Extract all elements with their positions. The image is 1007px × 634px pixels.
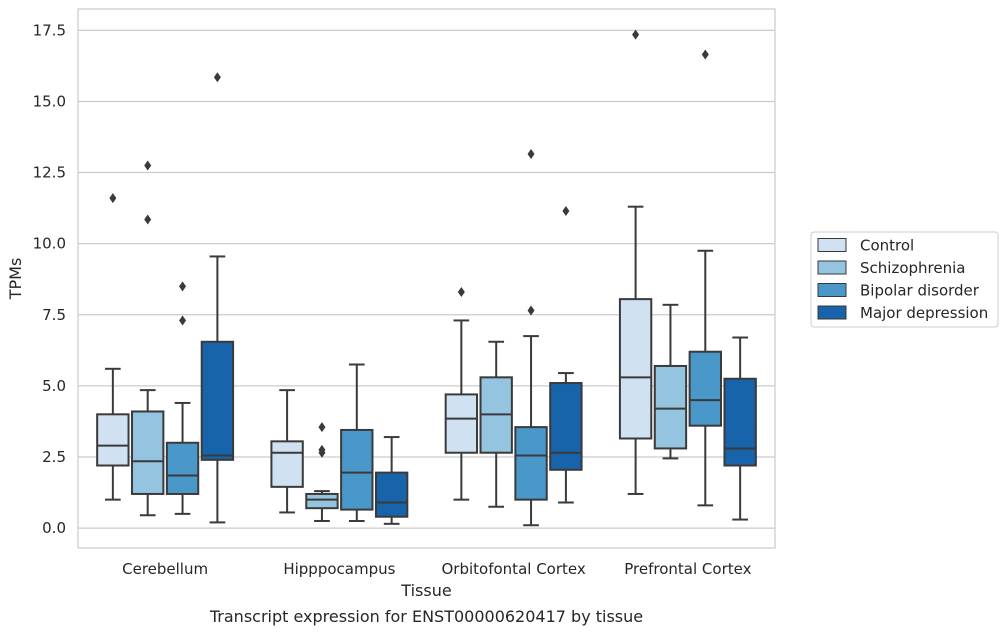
legend-swatch [817,283,847,297]
box [270,440,304,488]
y-tick-label: 12.5 [33,164,66,182]
outlier-point [632,29,640,40]
y-tick-label: 2.5 [42,448,66,466]
box [305,492,339,510]
y-tick-label: 15.0 [33,92,66,110]
x-tick-label: Prefrontal Cortex [624,560,751,578]
outlier-point [318,422,326,433]
legend-label: Control [860,237,914,255]
outlier-point [318,447,326,458]
box [618,298,653,440]
box [514,426,548,501]
box [653,364,688,450]
outlier-point [457,287,465,298]
box [374,471,409,518]
box [340,428,374,511]
box [444,393,479,454]
legend-swatch [817,238,847,252]
series-group [131,160,688,522]
x-tick-label: Cerebellum [122,560,208,578]
plot-area [77,8,776,549]
legend-label: Schizophrenia [860,259,965,277]
legend-swatch [817,305,847,320]
outlier-point [179,315,187,326]
outlier-point [527,305,535,316]
y-tick-label: 0.0 [42,519,66,537]
outlier-point [144,214,152,225]
outlier-point [527,149,535,160]
series-group [200,72,757,525]
y-axis-label: TPMs [6,258,25,301]
box-series [96,29,757,527]
outlier-point [179,281,187,292]
legend-swatch [817,260,847,275]
box [200,340,235,461]
y-tick-label: 7.5 [42,306,66,324]
x-tick-label: Orbitofontal Cortex [442,560,586,578]
box [96,413,130,467]
outlier-point [701,49,709,60]
x-axis: Cerebellum Hipppocampus Orbitofontal Corte… [122,560,751,578]
box [549,382,583,471]
box [723,377,757,467]
legend-frame [810,231,999,328]
legend-label: Major depression [860,304,988,322]
box [131,410,165,495]
outlier-point [109,193,117,204]
outlier-point [144,160,152,171]
box [688,350,722,427]
y-tick-label: 17.5 [33,21,66,39]
series-group [165,49,722,527]
outlier-point [562,205,570,216]
y-tick-label: 10.0 [33,235,66,253]
legend-label: Bipolar disorder [860,282,980,300]
y-axis: 0.0 2.5 5.0 7.5 10.0 12.5 15.0 17.5 [33,21,66,537]
box [165,441,200,495]
chart-caption: Transcript expression for ENST0000062041… [209,607,643,626]
y-tick-label: 5.0 [42,377,66,395]
legend: Control Schizophrenia Bipolar disorder Majo… [810,231,999,328]
outlier-point [213,72,221,83]
x-tick-label: Hipppocampus [283,560,395,578]
series-group [96,29,653,514]
x-axis-label: Tissue [400,581,451,600]
